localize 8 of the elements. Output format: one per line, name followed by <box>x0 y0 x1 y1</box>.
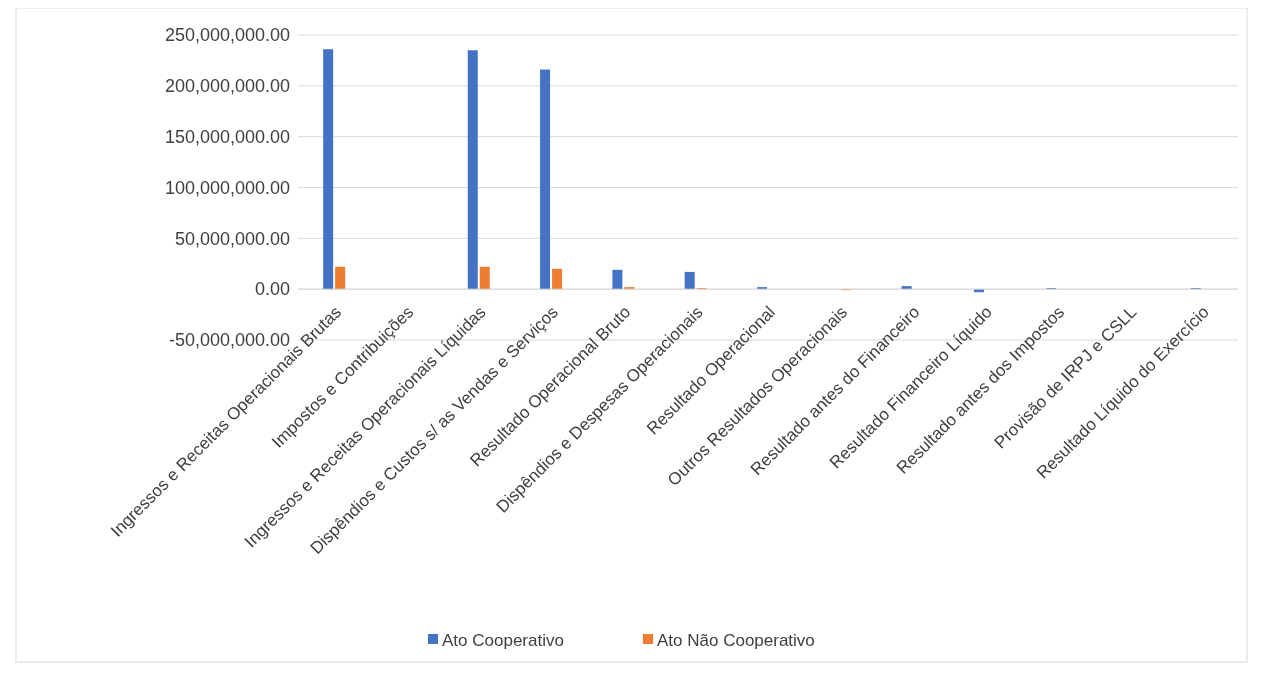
y-tick-label: 0.00 <box>254 279 290 300</box>
y-tick-label: 150,000,000.00 <box>164 126 290 147</box>
legend-label: Ato Cooperativo <box>442 630 564 650</box>
y-tick-label: 50,000,000.00 <box>174 228 290 249</box>
legend-label: Ato Não Cooperativo <box>657 630 815 650</box>
y-tick-label: 100,000,000.00 <box>164 177 290 198</box>
y-tick-label: 200,000,000.00 <box>164 76 290 97</box>
y-tick-label: 250,000,000.00 <box>164 25 290 46</box>
